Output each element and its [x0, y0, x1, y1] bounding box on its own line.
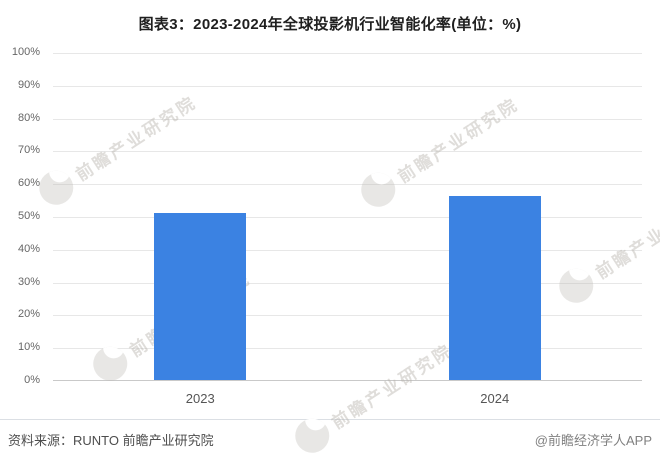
y-tick-label: 90%	[17, 78, 40, 91]
gridline-100	[53, 53, 642, 54]
y-tick-label: 10%	[17, 341, 40, 354]
gridline-50	[53, 217, 642, 218]
gridline-30	[53, 282, 642, 284]
y-tick-label: 80%	[17, 111, 40, 124]
y-tick-label: 20%	[17, 308, 40, 321]
gridline-60	[53, 184, 642, 186]
bar-2024	[448, 196, 541, 380]
y-tick-label: 0%	[24, 374, 40, 386]
plot-area	[53, 53, 642, 381]
x-tick-label-2024: 2024	[480, 391, 510, 406]
gridline-10	[53, 348, 642, 350]
y-tick-label: 100%	[11, 46, 40, 58]
watermark-swoosh	[300, 412, 331, 435]
y-tick-label: 30%	[17, 275, 40, 288]
gridline-0	[53, 380, 642, 381]
y-tick-label: 70%	[17, 144, 40, 157]
footer-divider	[0, 419, 660, 420]
y-tick-label: 60%	[17, 177, 40, 190]
gridline-70	[53, 151, 642, 153]
gridline-20	[53, 315, 642, 317]
y-tick-label: 50%	[17, 210, 40, 222]
y-tick-label: 40%	[17, 242, 40, 255]
gridline-80	[53, 118, 642, 120]
x-tick-label-2023: 2023	[185, 391, 215, 406]
gridline-90	[53, 85, 642, 87]
source-label: 资料来源：RUNTO 前瞻产业研究院	[8, 433, 214, 448]
bar-2023	[154, 212, 247, 380]
gridline-40	[53, 249, 642, 251]
chart-title: 图表3：2023-2024年全球投影机行业智能化率(单位：%)	[138, 16, 522, 33]
credit-label: @前瞻经济学人APP	[534, 433, 652, 448]
